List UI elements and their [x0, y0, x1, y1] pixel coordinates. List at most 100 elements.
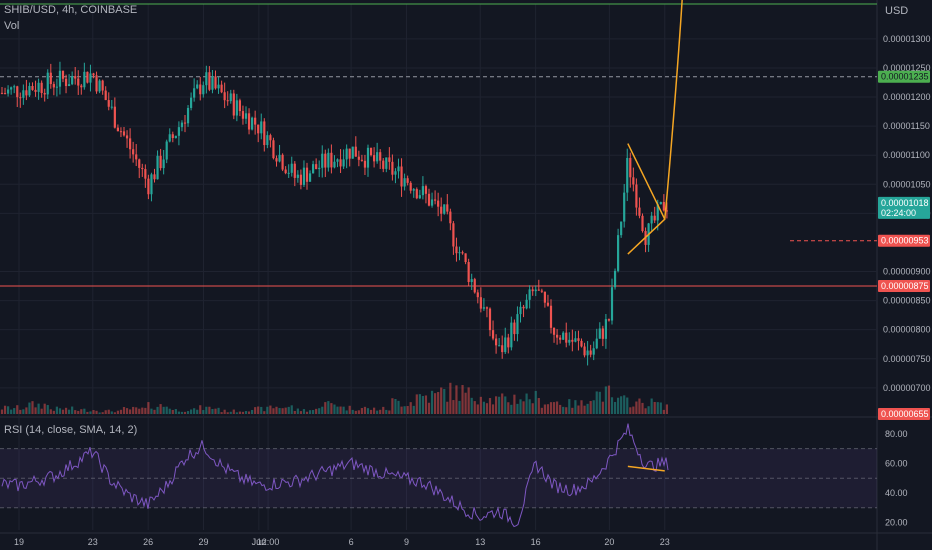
candle-body	[623, 192, 626, 222]
candlesticks[interactable]	[0, 61, 668, 366]
price-axis[interactable]: 0.00000700 0.00000750 0.00000800 0.00000850…	[883, 34, 931, 393]
candle-body	[632, 177, 635, 185]
candle-body	[543, 291, 546, 303]
candle-body	[92, 73, 95, 76]
volume-bar	[159, 404, 162, 414]
volume-bar	[147, 402, 150, 414]
candle-body	[241, 111, 245, 119]
candle-body	[315, 164, 318, 170]
volume-bar	[299, 411, 302, 414]
candle-body	[620, 221, 623, 236]
price-tag	[878, 234, 930, 247]
candle-body	[119, 131, 123, 133]
volume-bar	[141, 407, 144, 414]
candle-body	[357, 156, 360, 160]
candle-body	[467, 262, 470, 283]
volume-bar	[546, 404, 550, 414]
projection-line	[664, 0, 683, 220]
volume-bar	[83, 408, 86, 414]
candle-body	[601, 328, 604, 339]
volume-bar	[589, 401, 592, 414]
rsi-label[interactable]: RSI (14, close, SMA, 14, 2)	[4, 424, 138, 436]
candle-body	[302, 167, 306, 185]
candle-body	[202, 85, 205, 95]
candle-body	[446, 204, 449, 212]
volume-bar	[531, 403, 534, 414]
volume-bar	[507, 402, 510, 414]
candle-body	[333, 161, 336, 168]
price-tick-label: 0.00001250	[883, 63, 931, 73]
candle-body	[482, 307, 485, 309]
candle-body	[144, 169, 147, 179]
price-tag-label: 0.00000875	[881, 281, 929, 291]
volume-bar	[86, 411, 89, 414]
candle-body	[19, 97, 22, 99]
volume-bar	[104, 410, 107, 414]
candle-body	[275, 158, 278, 162]
volume-bar	[418, 394, 421, 414]
candle-body	[278, 154, 281, 162]
volume-bar	[156, 406, 159, 414]
time-tick-label: 9	[404, 537, 409, 547]
volume-bar	[647, 406, 650, 414]
candle-body	[546, 302, 550, 306]
volume-bar	[559, 404, 562, 414]
volume-bar	[180, 411, 184, 414]
candle-body	[434, 199, 437, 201]
volume-bar	[116, 410, 119, 414]
candle-body	[10, 87, 13, 90]
volume-bar	[107, 409, 110, 414]
time-tick-label: 29	[198, 537, 208, 547]
volume-bar	[92, 410, 95, 414]
candle-body	[110, 106, 113, 108]
volume-bar	[357, 410, 360, 414]
candle-body	[556, 334, 559, 338]
candle-body	[488, 308, 492, 331]
volume-bar	[562, 406, 565, 414]
candle-body	[336, 159, 339, 162]
volume-bar	[135, 407, 138, 414]
candle-body	[458, 252, 461, 254]
rsi-axis[interactable]: 80.00 60.00 40.00 20.00	[885, 429, 908, 528]
volume-bar	[327, 401, 330, 414]
candle-body	[382, 160, 385, 169]
candle-body	[257, 124, 260, 134]
candle-body	[409, 182, 412, 191]
candle-body	[522, 306, 525, 309]
volume-bar	[223, 409, 226, 414]
symbol-title[interactable]: SHIB/USD, 4h, COINBASE	[4, 4, 138, 16]
volume-bar	[641, 402, 644, 414]
volume-bar	[604, 386, 607, 414]
volume-bar	[421, 395, 424, 414]
volume-bar	[293, 410, 296, 414]
currency-label[interactable]: USD	[885, 5, 909, 17]
candle-body	[101, 80, 104, 91]
volume-bar	[452, 400, 455, 414]
candle-body	[534, 289, 537, 292]
candle-body	[263, 121, 266, 146]
volume-bar	[363, 406, 367, 414]
candle-body	[373, 155, 376, 162]
volume-bar	[427, 402, 431, 414]
candle-body	[406, 178, 409, 183]
candle-body	[68, 84, 71, 87]
volume-bar	[330, 403, 333, 414]
trendline-drawings[interactable]	[627, 0, 683, 255]
volume-bar	[312, 410, 315, 414]
volume-bar	[186, 411, 190, 414]
candle-body	[376, 152, 379, 162]
volume-bar	[95, 410, 98, 414]
candle-body	[183, 122, 187, 124]
volume-bar	[308, 410, 312, 414]
volume-bar	[247, 411, 251, 414]
candle-body	[412, 189, 415, 191]
candle-body	[290, 163, 293, 173]
candle-body	[421, 186, 424, 196]
candle-body	[296, 174, 299, 178]
candle-body	[31, 86, 34, 90]
countdown-label: 02:24:00	[881, 208, 916, 218]
volume-bar	[659, 402, 662, 414]
volume-bar	[455, 385, 458, 414]
